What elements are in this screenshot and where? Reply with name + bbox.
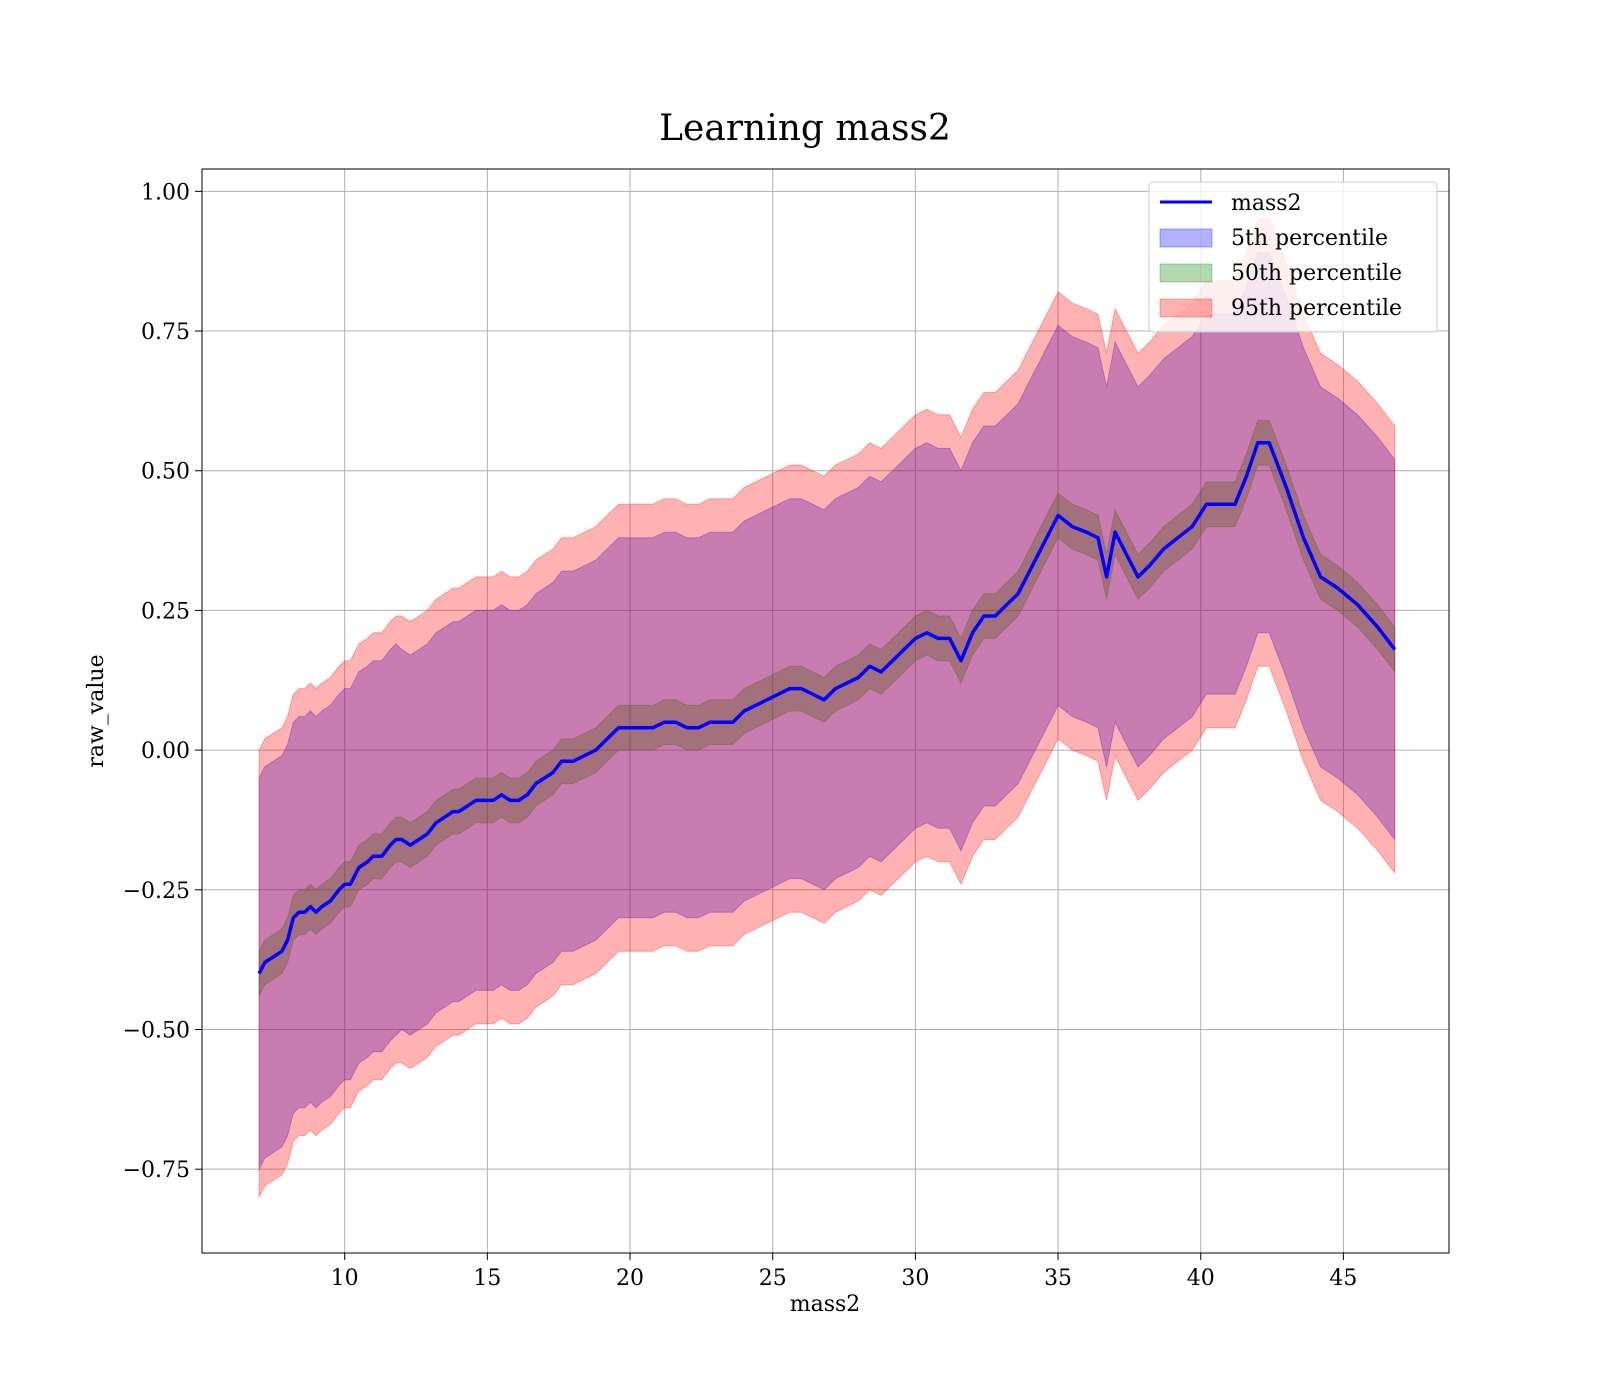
- legend-label-mass2: mass2: [1231, 191, 1302, 216]
- y-tick-label: −0.75: [123, 1158, 190, 1183]
- x-tick-label: 20: [616, 1266, 644, 1291]
- legend-label-50th-percentile: 50th percentile: [1231, 261, 1402, 286]
- legend-label-5th-percentile: 5th percentile: [1231, 226, 1388, 251]
- legend-swatch-95th-percentile: [1159, 298, 1213, 318]
- x-axis-label: mass2: [790, 1292, 861, 1317]
- legend-swatch-50th-percentile: [1159, 263, 1213, 283]
- y-tick-label: −0.50: [123, 1018, 190, 1043]
- legend-label-95th-percentile: 95th percentile: [1231, 296, 1402, 321]
- y-tick-label: 1.00: [141, 180, 190, 205]
- y-axis-ticks: −0.75 −0.50 −0.25 0.00 0.25 0.50 0.75 1.00: [123, 180, 202, 1183]
- x-tick-label: 10: [331, 1266, 359, 1291]
- x-axis-ticks: 10 15 20 25 30 35 40 45: [331, 1253, 1357, 1291]
- 5th-percentile-band: [258, 252, 1396, 1170]
- x-tick-label: 25: [759, 1266, 787, 1291]
- series-lines: [257, 441, 1397, 975]
- legend: mass2 5th percentile 50th percentile 95t…: [1148, 181, 1438, 333]
- grid: [202, 169, 1449, 1253]
- x-tick-label: 35: [1044, 1266, 1072, 1291]
- plot-frame: [201, 168, 1450, 1254]
- y-tick-label: 0.00: [141, 739, 190, 764]
- y-tick-label: 0.50: [141, 460, 190, 485]
- y-tick-label: 0.25: [141, 599, 190, 624]
- 50th-percentile-band: [258, 419, 1396, 997]
- x-tick-label: 15: [473, 1266, 501, 1291]
- x-tick-label: 40: [1187, 1266, 1215, 1291]
- mass2-series-line: [257, 441, 1397, 975]
- y-tick-label: −0.25: [123, 879, 190, 904]
- 95th-percentile-band: [258, 218, 1396, 1198]
- y-axis-label: raw_value: [84, 654, 109, 767]
- percentile-bands: [258, 218, 1396, 1198]
- legend-box: [1148, 181, 1438, 333]
- x-tick-label: 45: [1329, 1266, 1357, 1291]
- chart-title: Learning mass2: [659, 108, 951, 149]
- legend-swatch-5th-percentile: [1159, 228, 1213, 248]
- x-tick-label: 30: [901, 1266, 929, 1291]
- y-tick-label: 0.75: [141, 320, 190, 345]
